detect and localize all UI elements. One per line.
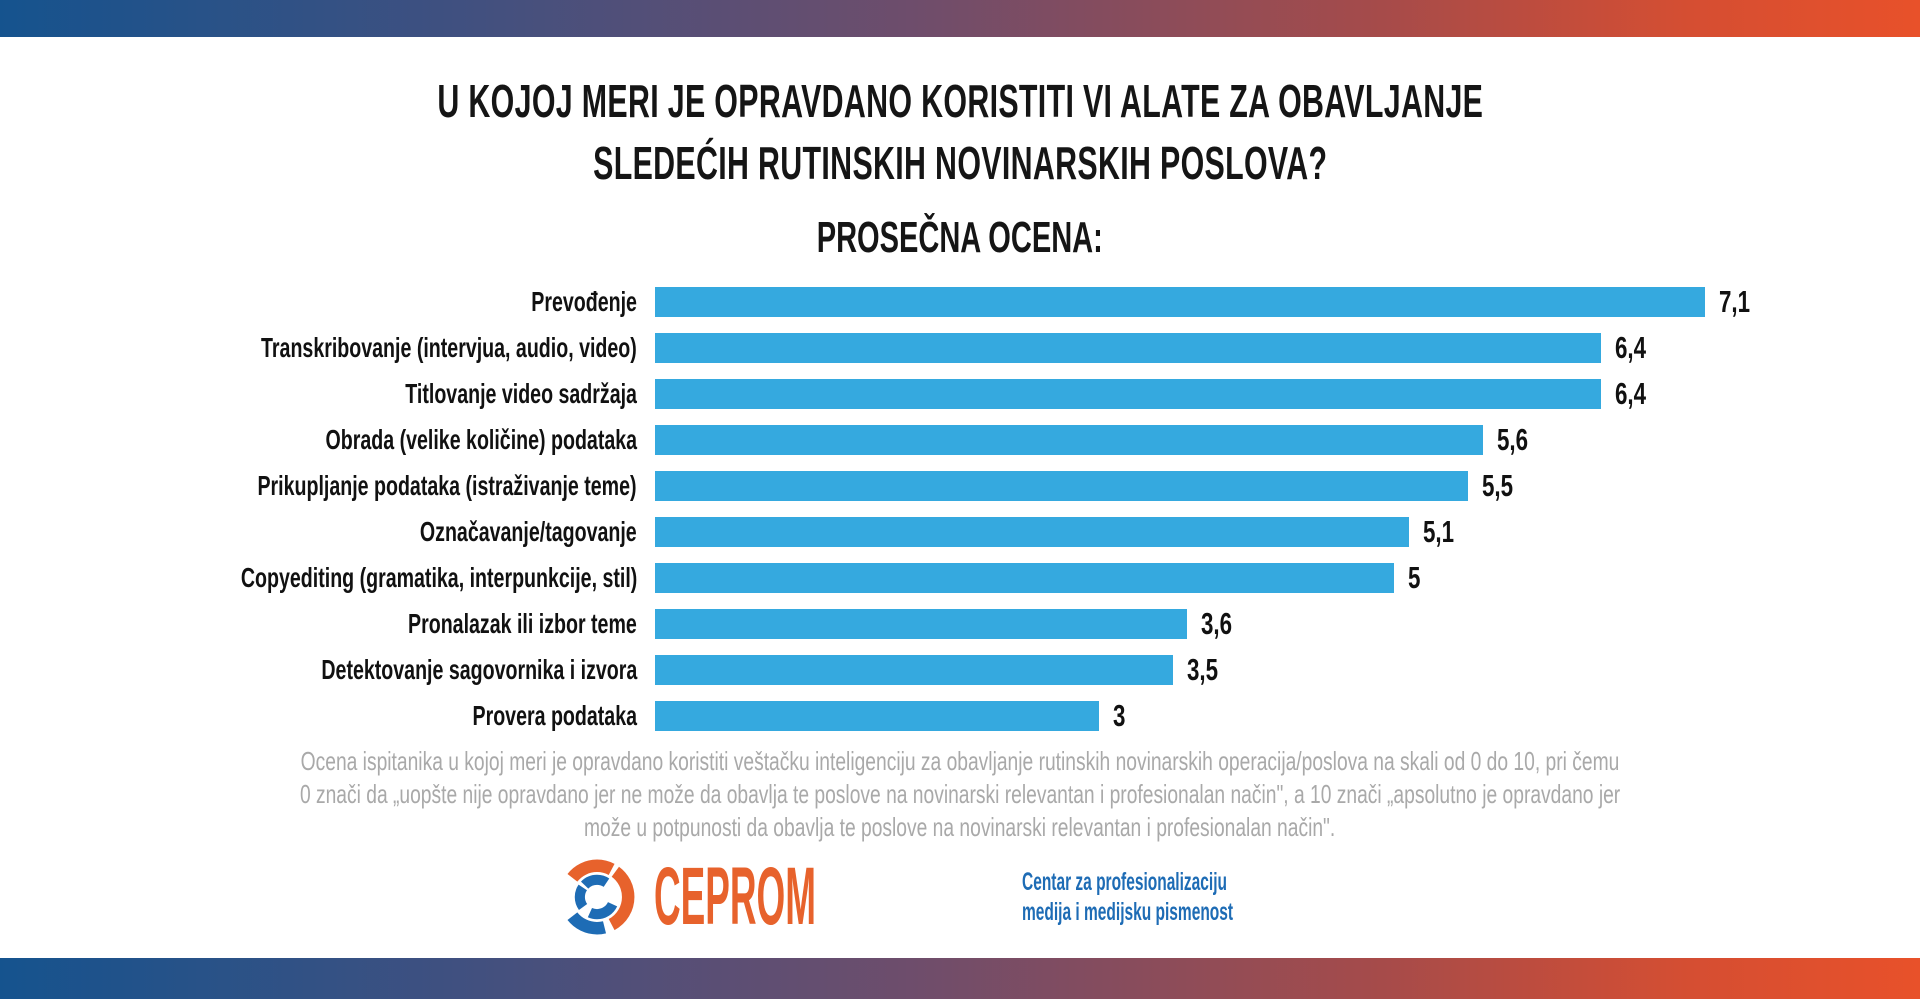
chart-row: Označavanje/tagovanje 5,1 bbox=[0, 514, 1920, 549]
value-label: 5 bbox=[1408, 560, 1421, 595]
chart-row: Detektovanje sagovornika i izvora 3,5 bbox=[0, 652, 1920, 687]
category-label-cell: Pronalazak ili izbor teme bbox=[0, 609, 637, 639]
category-label: Titlovanje video sadržaja bbox=[405, 378, 637, 409]
ceprom-wordmark: CEPROM bbox=[653, 851, 816, 942]
footnote-line3: može u potpunosti da obavlja te poslove … bbox=[584, 812, 1336, 842]
bar bbox=[655, 287, 1705, 317]
value-label-cell: 3 bbox=[1113, 698, 1130, 733]
value-label: 6,4 bbox=[1615, 376, 1647, 411]
category-label-cell: Prikupljanje podataka (istraživanje teme… bbox=[0, 471, 637, 501]
category-label-cell: Titlovanje video sadržaja bbox=[0, 379, 637, 409]
value-label: 3 bbox=[1113, 698, 1126, 733]
category-label-cell: Označavanje/tagovanje bbox=[0, 517, 637, 547]
value-label: 7,1 bbox=[1719, 284, 1751, 319]
category-label-cell: Prevođenje bbox=[0, 287, 637, 317]
category-label: Prikupljanje podataka (istraživanje teme… bbox=[257, 470, 637, 501]
value-label-cell: 5,1 bbox=[1423, 514, 1466, 549]
value-label: 5,5 bbox=[1482, 468, 1514, 503]
bar bbox=[655, 425, 1483, 455]
ceprom-tagline-line2: medija i medijsku pismenost bbox=[1021, 898, 1233, 926]
category-label: Označavanje/tagovanje bbox=[420, 516, 637, 547]
page-title-line2: SLEDEĆIH RUTINSKIH NOVINARSKIH POSLOVA? bbox=[592, 137, 1328, 189]
value-label-cell: 3,6 bbox=[1201, 606, 1244, 641]
bar bbox=[655, 333, 1601, 363]
value-label: 5,6 bbox=[1497, 422, 1529, 457]
category-label: Pronalazak ili izbor teme bbox=[408, 608, 637, 639]
category-label: Transkribovanje (intervjua, audio, video… bbox=[261, 332, 637, 363]
chart-row: Provera podataka 3 bbox=[0, 698, 1920, 733]
bar bbox=[655, 379, 1601, 409]
value-label: 3,5 bbox=[1187, 652, 1219, 687]
category-label: Obrada (velike količine) podataka bbox=[325, 424, 637, 455]
bar-chart: Prevođenje 7,1 Transkribovanje (intervju… bbox=[0, 284, 1920, 747]
value-label: 3,6 bbox=[1201, 606, 1233, 641]
page-title: U KOJOJ MERI JE OPRAVDANO KORISTITI VI A… bbox=[0, 70, 1920, 194]
ceprom-tagline-line1: Centar za profesionalizaciju bbox=[1021, 868, 1227, 896]
value-label-cell: 3,5 bbox=[1187, 652, 1230, 687]
chart-row: Transkribovanje (intervjua, audio, video… bbox=[0, 330, 1920, 365]
chart-row: Copyediting (gramatika, interpunkcije, s… bbox=[0, 560, 1920, 595]
footnote-line1: Ocena ispitanika u kojoj meri je opravda… bbox=[300, 746, 1620, 776]
category-label-cell: Obrada (velike količine) podataka bbox=[0, 425, 637, 455]
value-label: 5,1 bbox=[1423, 514, 1455, 549]
category-label: Provera podataka bbox=[472, 700, 638, 731]
footnote-line2: 0 znači da „uopšte nije opravdano jer ne… bbox=[299, 779, 1621, 809]
footnote: Ocena ispitanika u kojoj meri je opravda… bbox=[0, 745, 1920, 844]
ceprom-logo-icon bbox=[559, 859, 635, 935]
bar bbox=[655, 563, 1394, 593]
category-label-cell: Transkribovanje (intervjua, audio, video… bbox=[0, 333, 637, 363]
value-label-cell: 7,1 bbox=[1719, 284, 1762, 319]
category-label: Prevođenje bbox=[531, 286, 637, 317]
value-label-cell: 6,4 bbox=[1615, 376, 1658, 411]
value-label-cell: 5,5 bbox=[1482, 468, 1525, 503]
chart-row: Obrada (velike količine) podataka 5,6 bbox=[0, 422, 1920, 457]
category-label-cell: Copyediting (gramatika, interpunkcije, s… bbox=[0, 563, 637, 593]
bar bbox=[655, 701, 1099, 731]
category-label-cell: Detektovanje sagovornika i izvora bbox=[0, 655, 637, 685]
bottom-gradient-bar bbox=[0, 958, 1920, 999]
chart-row: Prevođenje 7,1 bbox=[0, 284, 1920, 319]
chart-subtitle: PROSEČNA OCENA: bbox=[816, 213, 1104, 262]
category-label: Detektovanje sagovornika i izvora bbox=[321, 654, 637, 685]
page-title-line1: U KOJOJ MERI JE OPRAVDANO KORISTITI VI A… bbox=[437, 75, 1483, 127]
bar bbox=[655, 471, 1468, 501]
value-label: 6,4 bbox=[1615, 330, 1647, 365]
top-gradient-bar bbox=[0, 0, 1920, 37]
ceprom-tagline: Centar za profesionalizaciju medija i me… bbox=[1022, 867, 1362, 927]
value-label-cell: 5 bbox=[1408, 560, 1425, 595]
chart-row: Titlovanje video sadržaja 6,4 bbox=[0, 376, 1920, 411]
category-label: Copyediting (gramatika, interpunkcije, s… bbox=[240, 562, 637, 593]
value-label-cell: 6,4 bbox=[1615, 330, 1658, 365]
bar bbox=[655, 517, 1409, 547]
bar bbox=[655, 655, 1173, 685]
category-label-cell: Provera podataka bbox=[0, 700, 638, 731]
ceprom-logo: CEPROM Centar za profesionalizaciju medi… bbox=[0, 851, 1920, 942]
chart-row: Pronalazak ili izbor teme 3,6 bbox=[0, 606, 1920, 641]
chart-row: Prikupljanje podataka (istraživanje teme… bbox=[0, 468, 1920, 503]
bar bbox=[655, 609, 1187, 639]
value-label-cell: 5,6 bbox=[1497, 422, 1540, 457]
